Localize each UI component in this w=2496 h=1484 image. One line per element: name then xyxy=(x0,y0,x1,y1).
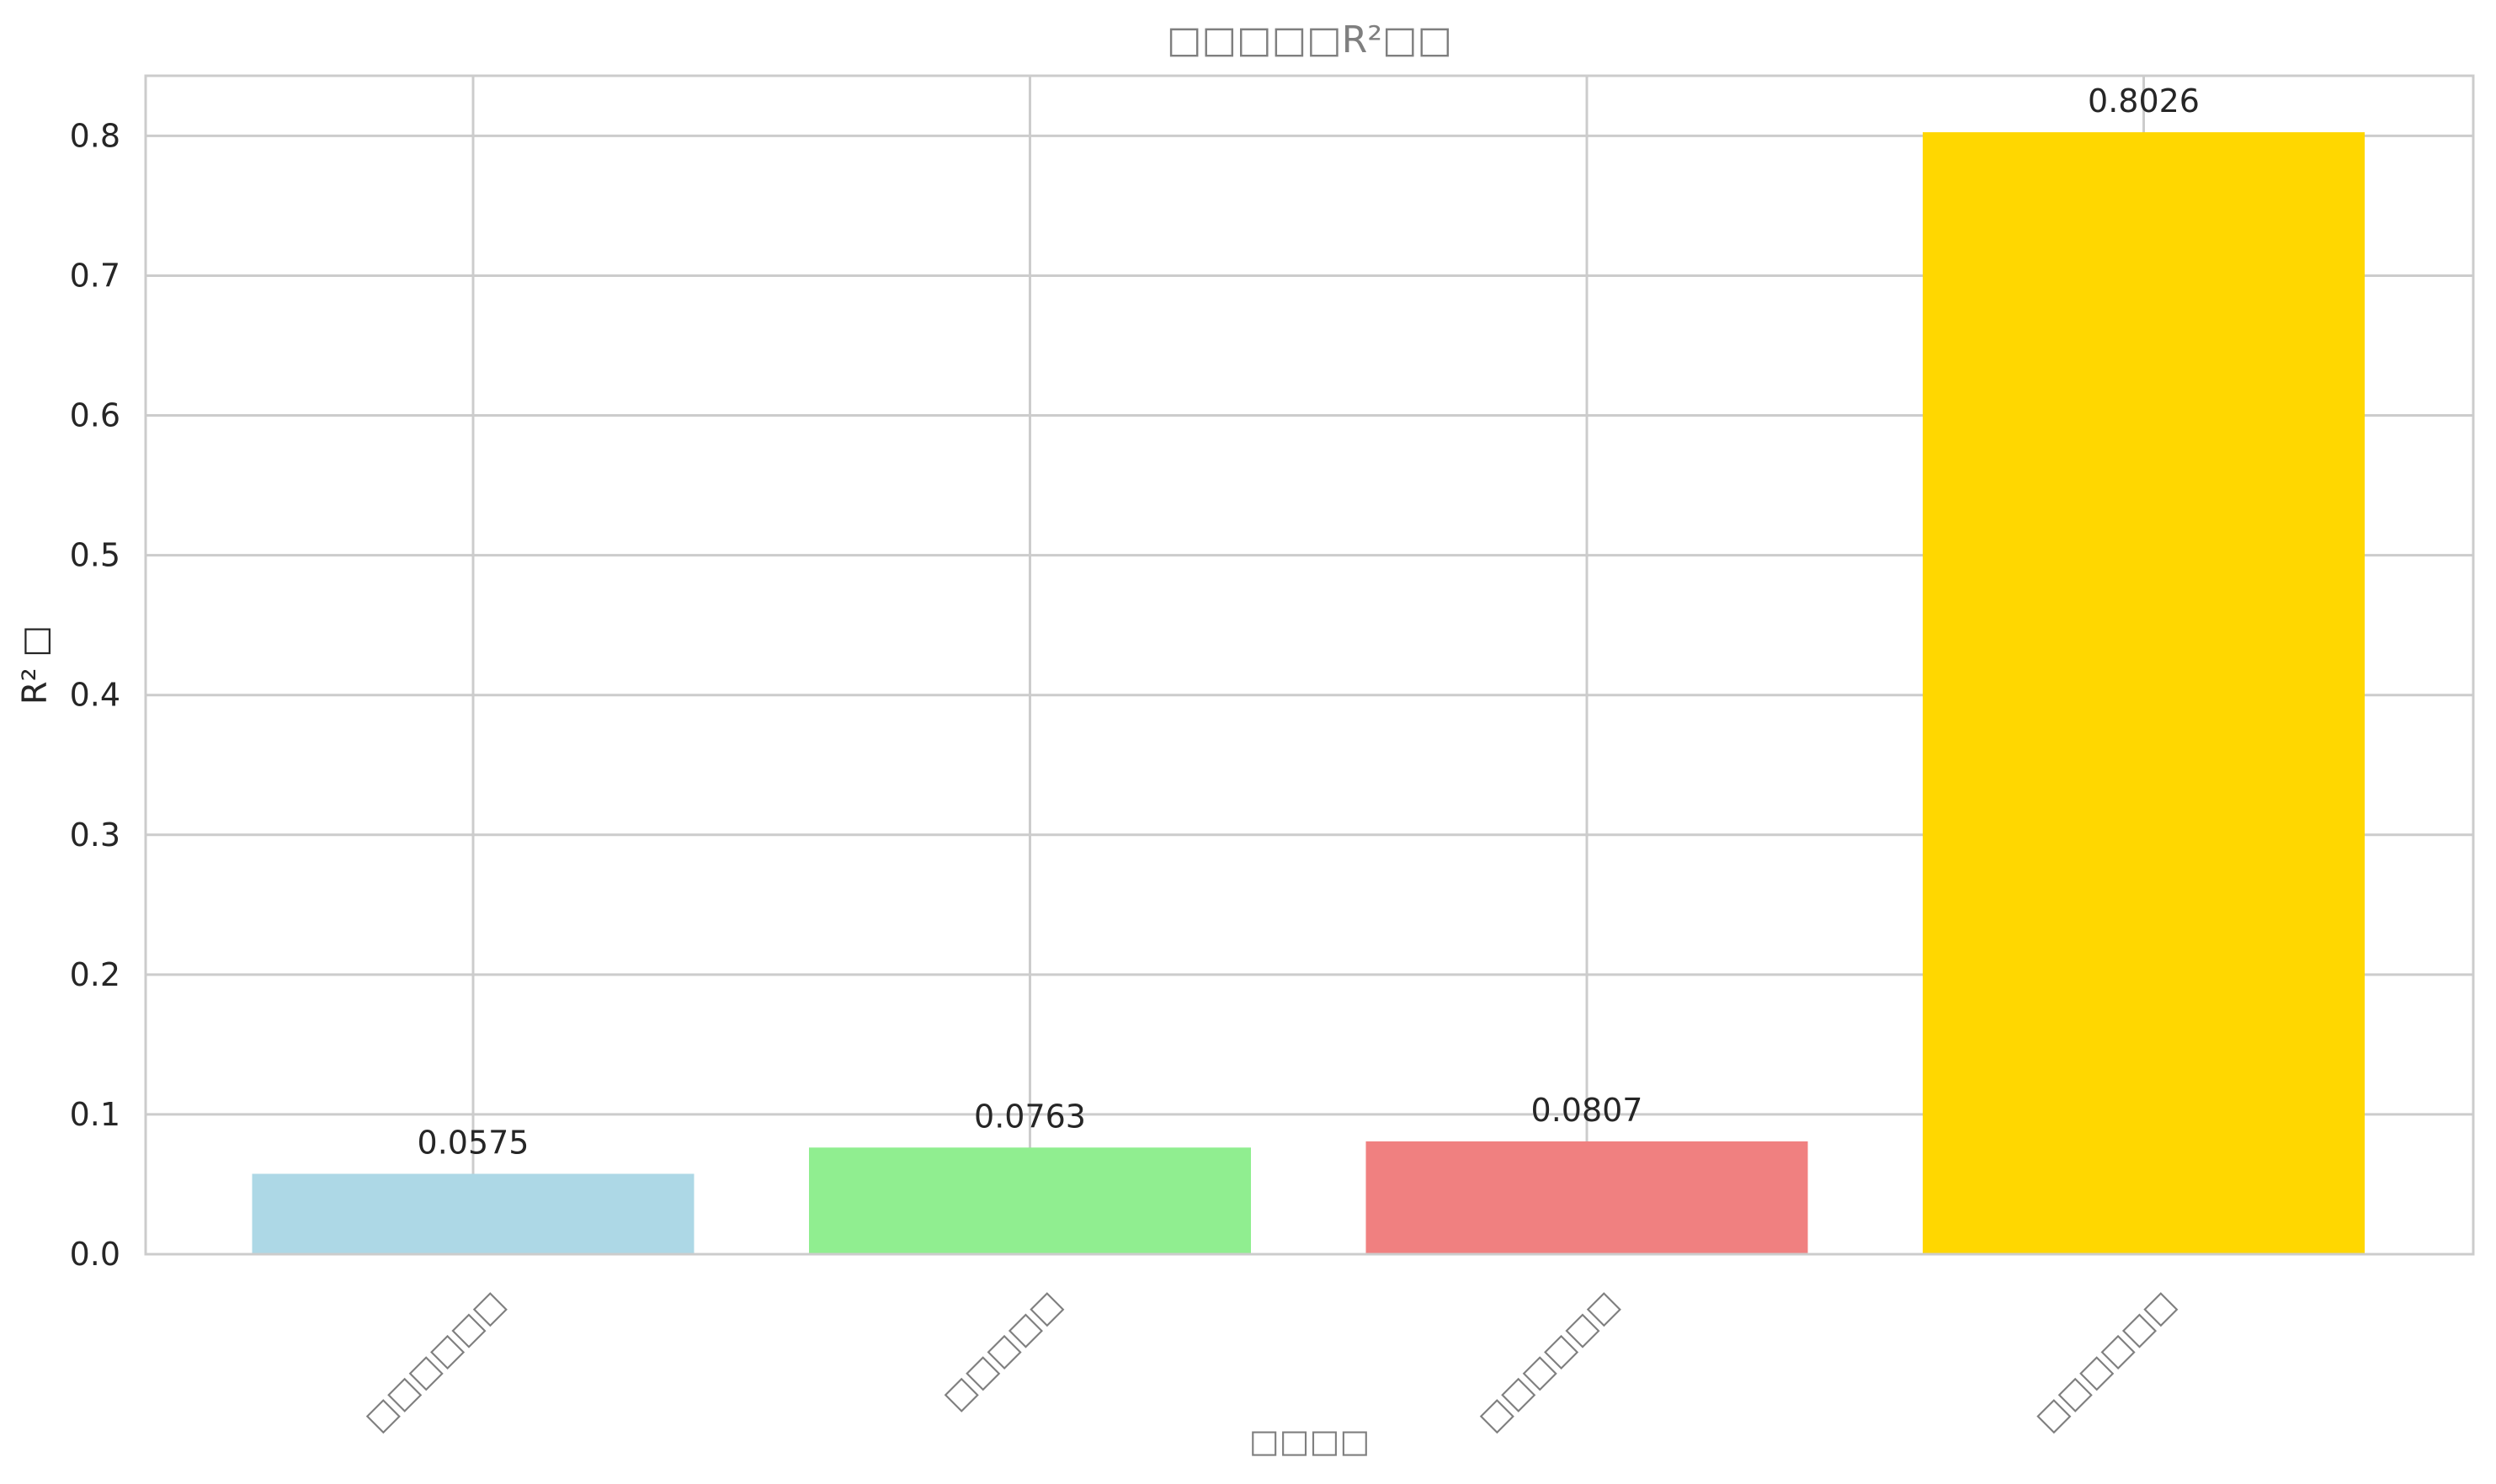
x-tick-label: □□□□□□ xyxy=(2028,1284,2182,1438)
plot-frame xyxy=(144,74,2475,1256)
bar-layer xyxy=(252,132,2365,1254)
y-tick-label: 0.3 xyxy=(70,816,120,854)
y-tick-label: 0.5 xyxy=(70,537,120,574)
x-tick-labels: □□□□□□ □□□□□ □□□□□□ □□□□□□ xyxy=(358,1284,2183,1438)
y-tick-label: 0.8 xyxy=(70,117,120,154)
y-axis-title: R² □ xyxy=(16,625,55,705)
bar-value-label: 0.8026 xyxy=(2088,82,2200,120)
y-tick-label: 0.7 xyxy=(70,257,120,294)
y-tick-label: 0.1 xyxy=(70,1096,120,1133)
bar xyxy=(1365,1141,1808,1254)
y-tick-label: 0.0 xyxy=(70,1236,120,1273)
y-tick-label: 0.2 xyxy=(70,956,120,993)
bar-value-label: 0.0807 xyxy=(1531,1092,1643,1129)
bar xyxy=(252,1173,695,1254)
bar-value-labels: 0.0575 0.0763 0.0807 0.8026 xyxy=(418,82,2200,1161)
x-axis-title: □□□□ xyxy=(1249,1423,1370,1460)
x-tick-label: □□□□□ xyxy=(936,1284,1069,1417)
bar-value-label: 0.0763 xyxy=(974,1098,1086,1135)
x-tick-label: □□□□□□ xyxy=(358,1284,512,1438)
bar xyxy=(1923,132,2365,1254)
bar-value-label: 0.0575 xyxy=(418,1125,530,1162)
chart-title: □□□□□R²□□ xyxy=(1167,19,1452,61)
bar xyxy=(809,1147,1251,1254)
y-tick-label: 0.4 xyxy=(70,677,120,714)
x-tick-label: □□□□□□ xyxy=(1472,1284,1626,1438)
y-tick-label: 0.6 xyxy=(70,397,120,434)
y-tick-labels: 0.0 0.1 0.2 0.3 0.4 0.5 0.6 0.7 0.8 xyxy=(70,117,120,1273)
